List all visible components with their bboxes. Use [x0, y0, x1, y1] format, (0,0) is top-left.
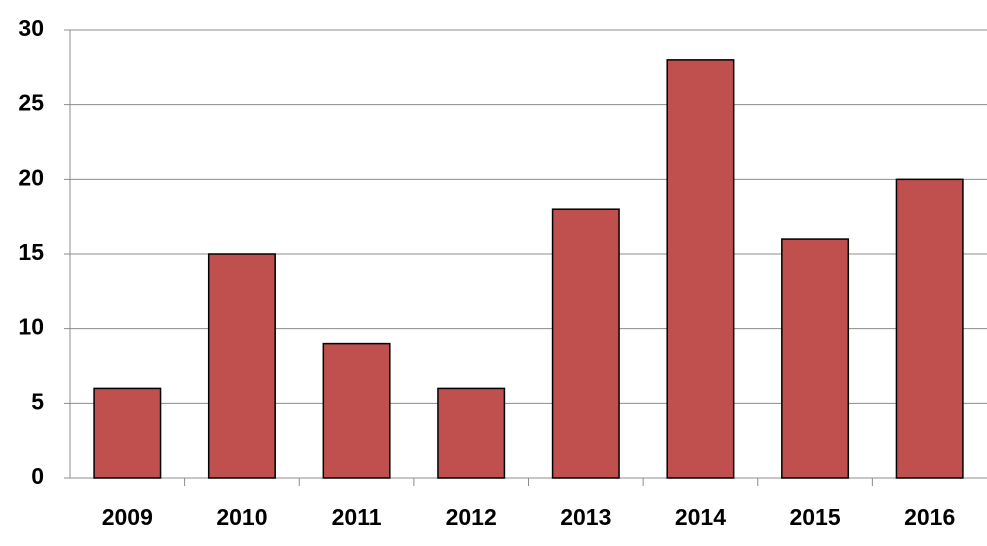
y-tick-label: 30 [18, 15, 44, 41]
bar [322, 342, 391, 479]
bar [895, 178, 964, 479]
y-tick-label: 0 [31, 463, 44, 489]
bar [551, 208, 620, 479]
x-tick-label: 2016 [904, 504, 955, 530]
bar [207, 253, 276, 479]
bar [666, 59, 735, 479]
y-tick-label: 5 [31, 388, 44, 414]
x-tick-label: 2010 [216, 504, 267, 530]
x-tick-label: 2013 [560, 504, 611, 530]
bar [437, 387, 506, 479]
y-tick-label: 10 [18, 314, 44, 340]
x-tick-label: 2011 [332, 504, 382, 530]
x-tick-label: 2009 [102, 504, 153, 530]
bar [93, 387, 162, 479]
y-tick-label: 15 [18, 239, 44, 265]
y-tick-label: 25 [18, 90, 44, 116]
x-tick-label: 2015 [789, 504, 840, 530]
y-tick-label: 20 [18, 164, 44, 190]
bar [781, 238, 850, 479]
x-tick-label: 2014 [675, 504, 726, 530]
x-tick-label: 2012 [446, 504, 497, 530]
